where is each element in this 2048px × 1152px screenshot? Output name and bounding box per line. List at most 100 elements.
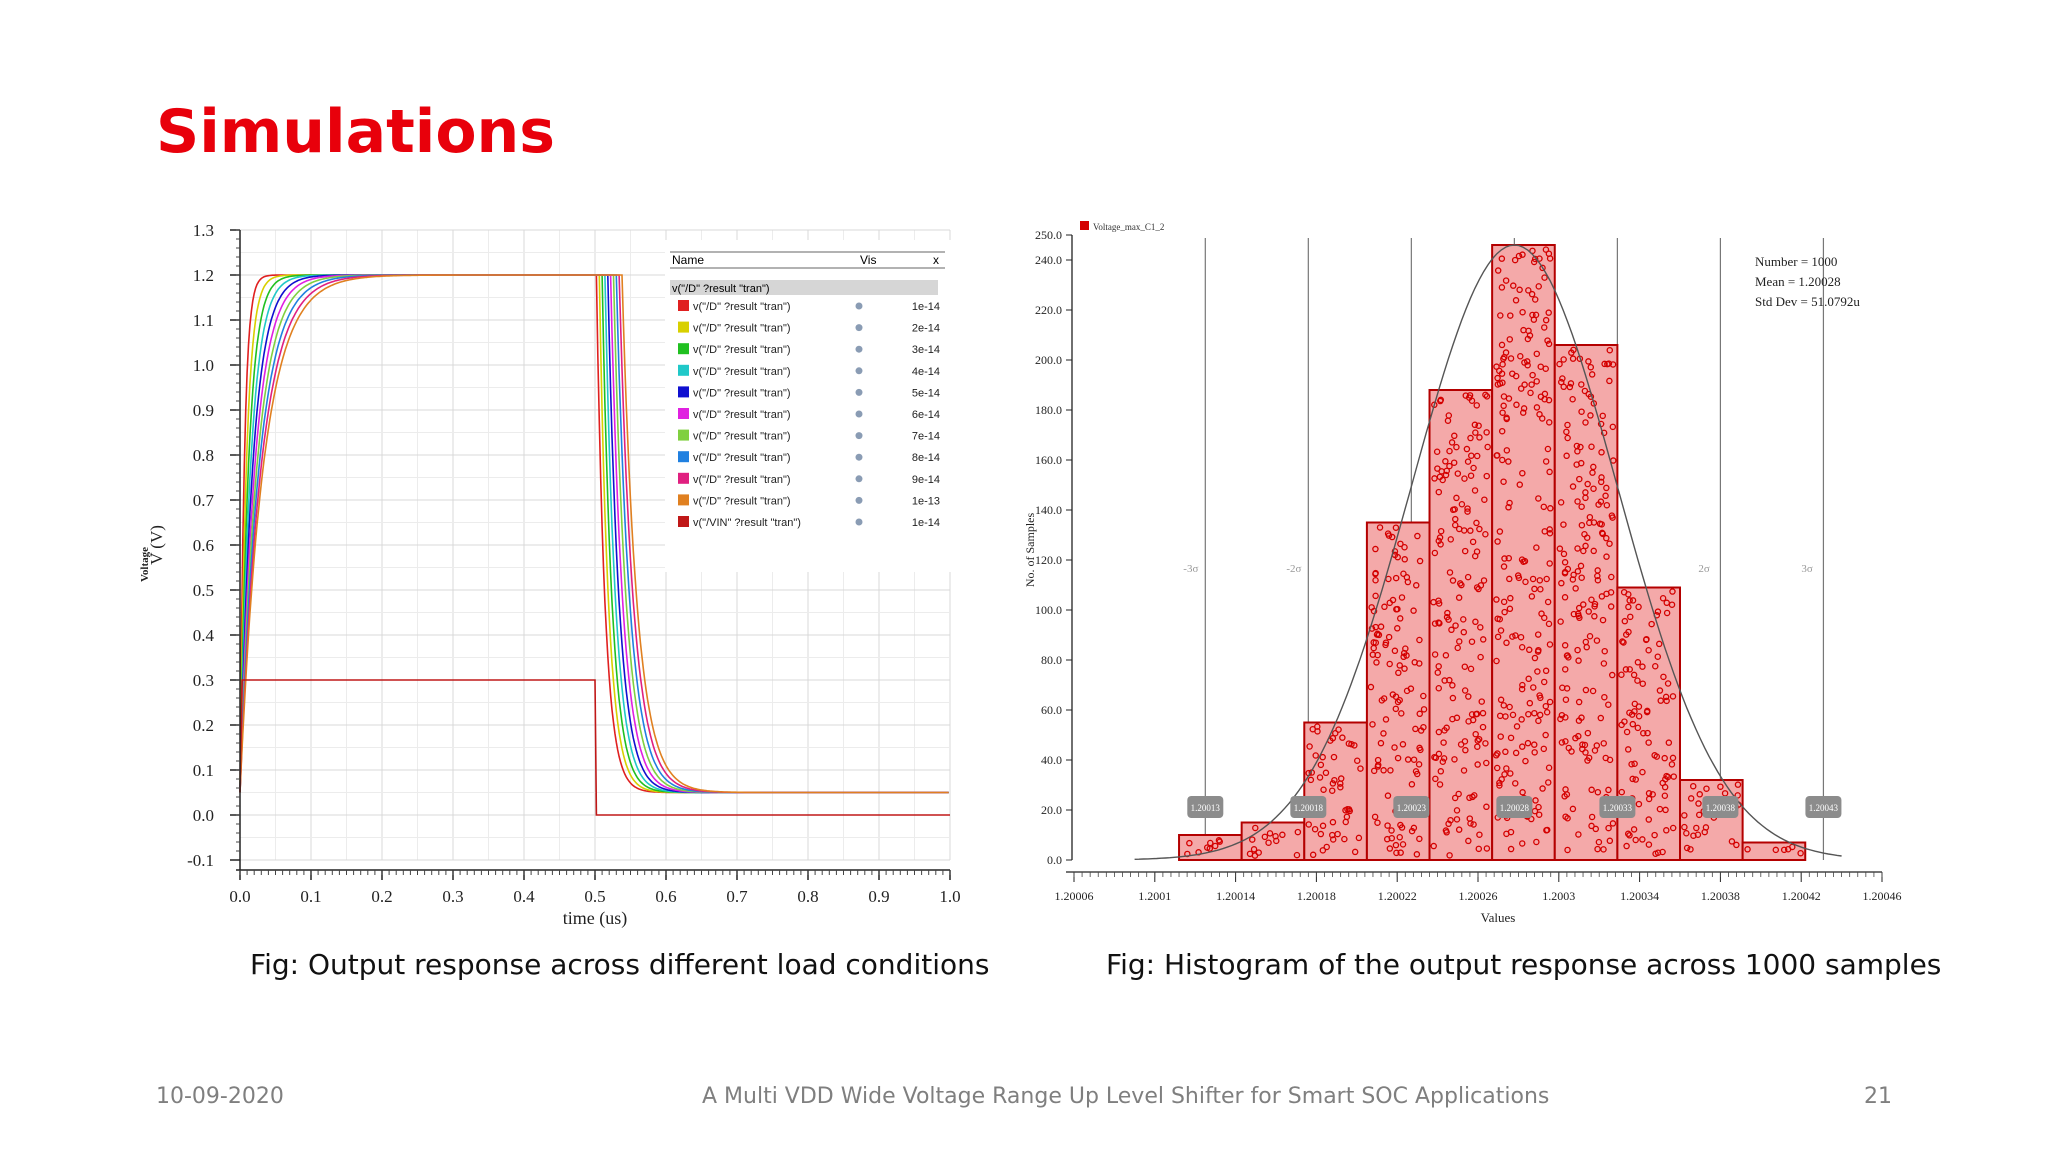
sample-point bbox=[1482, 531, 1489, 538]
sample-point bbox=[1544, 337, 1551, 344]
sample-point bbox=[1574, 568, 1582, 575]
sample-point bbox=[1372, 623, 1379, 631]
legend-entry-label: v("/D" ?result "tran") bbox=[693, 323, 791, 335]
sample-point bbox=[1607, 603, 1615, 610]
sample-point bbox=[1529, 371, 1536, 379]
sample-point bbox=[1545, 340, 1553, 348]
sample-point bbox=[1397, 540, 1404, 548]
sample-point bbox=[1449, 682, 1456, 689]
sample-point bbox=[1526, 699, 1534, 707]
y-axis-group-label: Voltage bbox=[140, 547, 151, 582]
sample-point bbox=[1620, 588, 1628, 596]
sample-point bbox=[1474, 761, 1481, 768]
sample-point bbox=[1661, 754, 1668, 762]
y-tick-label: 0.6 bbox=[193, 536, 214, 555]
sample-point bbox=[1388, 533, 1396, 541]
sample-point bbox=[1458, 501, 1466, 508]
sample-point bbox=[1654, 608, 1662, 615]
sample-point bbox=[1574, 646, 1581, 654]
sample-point bbox=[1416, 636, 1423, 644]
sample-point bbox=[1583, 534, 1591, 541]
sample-point bbox=[1249, 836, 1256, 843]
sample-point bbox=[1587, 363, 1595, 371]
sample-point bbox=[1744, 846, 1751, 853]
sample-point bbox=[1533, 838, 1540, 846]
sample-point bbox=[1683, 844, 1691, 852]
sample-point bbox=[1567, 380, 1575, 387]
caption-left: Fig: Output response across different lo… bbox=[250, 948, 990, 981]
sample-point bbox=[1312, 752, 1319, 759]
sample-point bbox=[1398, 824, 1406, 831]
sample-point bbox=[1639, 768, 1646, 776]
sample-point bbox=[1584, 729, 1592, 737]
sample-point bbox=[1464, 573, 1472, 581]
histogram-chart: Voltage_max_C1_2 -3σ-2σσ2σ3σ 1.200131.20… bbox=[1020, 210, 1910, 940]
sample-point bbox=[1575, 831, 1582, 838]
legend-header-x: x bbox=[933, 253, 939, 267]
sample-point bbox=[1499, 409, 1506, 416]
sample-point bbox=[1506, 575, 1513, 583]
sample-point bbox=[1642, 636, 1650, 644]
sample-point bbox=[1370, 767, 1378, 775]
y-tick-label: 220.0 bbox=[1035, 303, 1062, 317]
sample-point bbox=[1386, 845, 1394, 852]
y-tick-label: 40.0 bbox=[1041, 753, 1062, 767]
sample-point bbox=[1590, 463, 1597, 471]
sample-point bbox=[1598, 449, 1605, 456]
histogram-stats: Number = 1000 Mean = 1.20028 Std Dev = 5… bbox=[1755, 254, 1860, 309]
x-tick-label: 0.8 bbox=[797, 887, 818, 906]
sample-point bbox=[1569, 396, 1576, 403]
sample-point bbox=[1434, 465, 1441, 472]
sample-point bbox=[1591, 747, 1599, 754]
sample-point bbox=[1605, 824, 1612, 832]
sample-point bbox=[1373, 631, 1381, 638]
sample-point bbox=[1377, 739, 1385, 747]
sample-point bbox=[1784, 845, 1792, 853]
sample-point bbox=[1496, 779, 1503, 787]
sample-point bbox=[1372, 577, 1379, 584]
sample-point bbox=[1532, 797, 1539, 804]
sample-point bbox=[1569, 805, 1577, 813]
sample-point bbox=[1681, 812, 1688, 819]
sample-point bbox=[1522, 757, 1529, 765]
sample-point bbox=[1545, 764, 1553, 772]
sample-point bbox=[1460, 628, 1468, 636]
sample-point bbox=[1467, 434, 1474, 442]
sample-point bbox=[1483, 472, 1491, 480]
sample-point bbox=[1507, 770, 1514, 777]
sample-point bbox=[1669, 588, 1676, 595]
legend-visibility-icon bbox=[855, 302, 863, 310]
sample-point bbox=[1524, 361, 1531, 369]
sample-point bbox=[1543, 826, 1551, 834]
sample-point bbox=[1496, 615, 1504, 623]
sample-point bbox=[1772, 846, 1780, 854]
sample-point bbox=[1525, 327, 1532, 335]
sample-point bbox=[1500, 393, 1508, 400]
sample-point bbox=[1474, 737, 1482, 744]
sample-point bbox=[1317, 761, 1325, 769]
x-axis-title: Values bbox=[1481, 910, 1516, 925]
sample-point bbox=[1391, 744, 1398, 751]
sample-point bbox=[1435, 597, 1442, 604]
sample-point bbox=[1470, 821, 1477, 828]
sample-point bbox=[1648, 620, 1655, 628]
sample-point bbox=[1372, 639, 1380, 646]
sample-point bbox=[1542, 458, 1550, 465]
histogram-legend: Voltage_max_C1_2 bbox=[1080, 221, 1164, 232]
sample-point bbox=[1661, 783, 1669, 791]
sample-point bbox=[1559, 375, 1566, 382]
sample-point bbox=[1493, 657, 1500, 665]
x-tick-label: 0.5 bbox=[584, 887, 605, 906]
sample-point bbox=[1564, 652, 1571, 659]
sample-point bbox=[1532, 311, 1540, 319]
sample-point bbox=[1661, 792, 1669, 800]
sample-point bbox=[1474, 743, 1481, 750]
sample-point bbox=[1579, 741, 1586, 748]
sample-point bbox=[1440, 755, 1448, 762]
sample-point bbox=[1404, 578, 1412, 586]
sample-point bbox=[1544, 445, 1552, 453]
legend-swatch bbox=[678, 472, 689, 484]
sample-point bbox=[1640, 729, 1647, 737]
value-marker-label: 1.20033 bbox=[1603, 803, 1633, 813]
sample-point bbox=[1437, 768, 1445, 775]
